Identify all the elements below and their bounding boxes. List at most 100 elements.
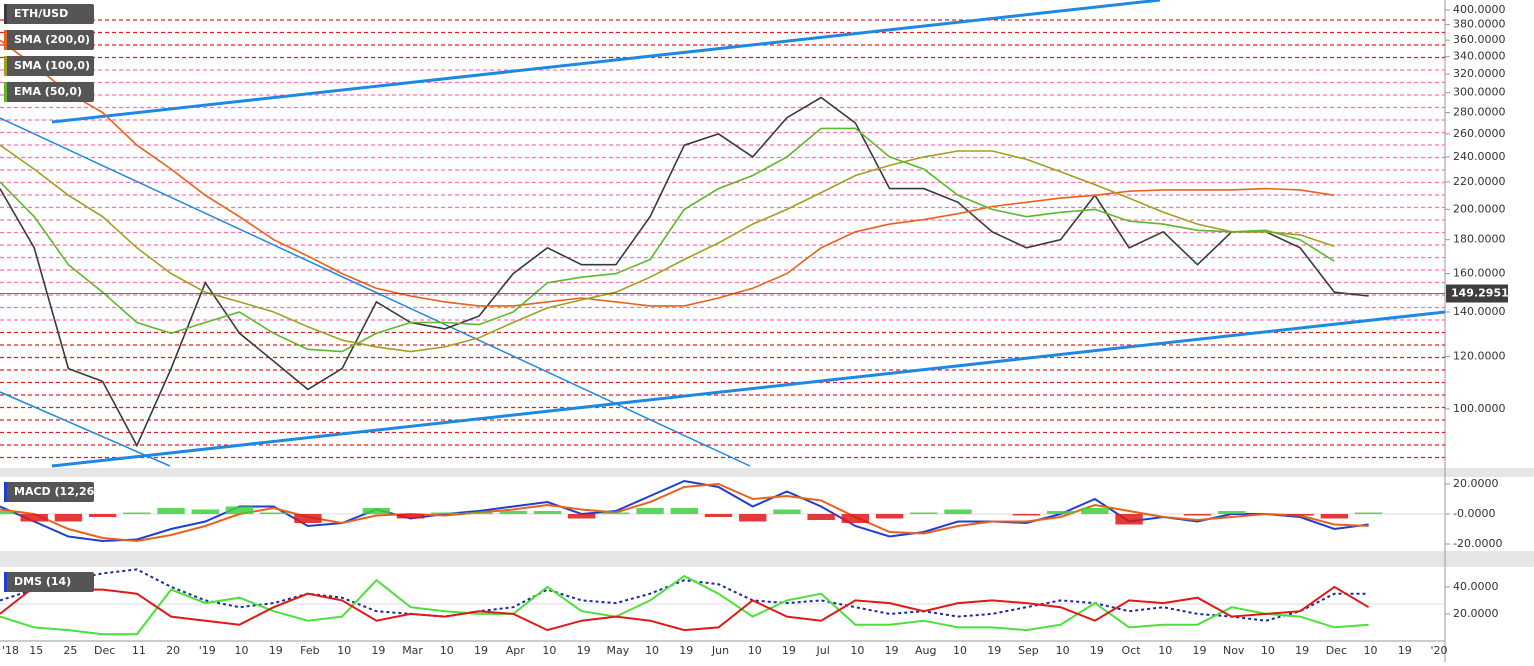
y-tick-label: 340.0000	[1453, 50, 1506, 63]
y-tick-label: -0.0000	[1453, 507, 1495, 520]
histogram-bar	[396, 514, 425, 519]
x-tick-label: '18	[2, 644, 19, 657]
x-tick-label: May	[606, 644, 629, 657]
y-tick-label: 100.0000	[1453, 402, 1506, 415]
trend-line	[0, 117, 751, 467]
series-line	[0, 585, 1370, 632]
x-tick-label: 10	[337, 644, 351, 657]
legend-label: SMA (200,0)	[14, 33, 90, 46]
x-tick-label: 10	[1158, 644, 1172, 657]
y-tick-label: 20.0000	[1453, 607, 1499, 620]
x-tick-label: Feb	[300, 644, 319, 657]
x-tick-label: Oct	[1122, 644, 1142, 657]
histogram-bar	[1115, 514, 1143, 525]
x-tick-label: Dec	[94, 644, 115, 657]
y-tick-label: 20.0000	[1453, 477, 1499, 490]
x-tick-label: 20	[166, 644, 180, 657]
histogram-bar	[1354, 512, 1383, 514]
legend-swatch	[4, 4, 7, 24]
y-tick-label: 360.0000	[1453, 33, 1506, 46]
divider	[0, 468, 1534, 477]
legend-swatch	[4, 482, 7, 502]
x-tick-label: 10	[748, 644, 762, 657]
histogram-bar	[1218, 511, 1246, 514]
x-tick-label: 19	[1398, 644, 1412, 657]
levels	[0, 19, 1445, 459]
histogram-bar	[157, 508, 185, 514]
legend-box	[4, 482, 94, 502]
price-panel	[0, 0, 1445, 467]
histogram-bar	[1046, 511, 1075, 514]
histogram-bar	[499, 511, 527, 514]
trend-line	[51, 0, 1161, 124]
legend-box	[4, 82, 94, 102]
x-tick-label: 19	[885, 644, 899, 657]
histogram-bar	[910, 512, 938, 514]
histogram-bar	[636, 508, 664, 514]
legend-swatch	[4, 82, 7, 102]
x-tick-label: 10	[1056, 644, 1070, 657]
histogram-bar	[567, 514, 596, 519]
histogram-bar	[123, 512, 151, 514]
legend-swatch	[4, 30, 7, 50]
y-tick-label: 380.0000	[1453, 18, 1506, 31]
x-tick-label: Sep	[1018, 644, 1039, 657]
x-tick-label: 19	[1193, 644, 1207, 657]
histogram-bar	[739, 514, 767, 522]
x-tick-label: 19	[474, 644, 488, 657]
histogram-bar	[191, 509, 219, 514]
histogram-bar	[602, 512, 630, 514]
series-line	[0, 39, 1335, 307]
x-tick-label: 10	[1364, 644, 1378, 657]
y-tick-label: 120.0000	[1453, 349, 1506, 362]
histogram-bar	[1320, 514, 1349, 519]
legend-label: MACD (12,26,9)	[14, 485, 111, 498]
x-tick-label: Dec	[1326, 644, 1347, 657]
legend-box	[4, 30, 94, 50]
histogram-bar	[225, 506, 254, 514]
x-tick-label: 19	[782, 644, 796, 657]
y-tick-label: 240.0000	[1453, 150, 1506, 163]
histogram-bar	[1012, 514, 1041, 516]
histogram-bar	[20, 514, 48, 522]
last-price-label: 149.29519	[1451, 287, 1516, 300]
histogram-bar	[465, 512, 493, 514]
series-line	[0, 568, 1369, 622]
x-tick-label: 10	[1261, 644, 1275, 657]
x-tick-label: 10	[850, 644, 864, 657]
histogram-bar	[362, 508, 391, 514]
x-tick-label: Aug	[915, 644, 936, 657]
x-tick-label: Jun	[711, 644, 729, 657]
y-tick-label: 180.0000	[1453, 233, 1506, 246]
histogram-bar	[294, 514, 322, 523]
x-tick-label: 19	[1295, 644, 1309, 657]
x-tick-label: 19	[1090, 644, 1104, 657]
series-line	[0, 127, 1335, 353]
histogram-bar	[1286, 514, 1314, 516]
series-line	[0, 482, 1369, 543]
y-tick-label: -20.0000	[1453, 537, 1502, 550]
x-tick-label: 19	[577, 644, 591, 657]
histogram-bar	[0, 511, 14, 514]
histogram-bar	[875, 514, 904, 519]
y-tick-label: 140.0000	[1453, 305, 1506, 318]
legend-swatch	[4, 572, 7, 592]
legend-label: SMA (100,0)	[14, 59, 90, 72]
y-tick-label: 400.0000	[1453, 3, 1506, 16]
x-tick-label: 11	[132, 644, 146, 657]
histogram-bar	[704, 514, 733, 517]
histogram-bar	[670, 508, 698, 514]
histogram-bar	[1081, 508, 1109, 514]
x-tick-label: Mar	[402, 644, 423, 657]
series-line	[0, 574, 1369, 636]
histogram-bar	[944, 509, 972, 514]
x-tick-label: 10	[953, 644, 967, 657]
legend-box	[4, 572, 94, 592]
histogram-bar	[88, 514, 117, 517]
histogram-bar	[260, 512, 288, 514]
legend-box	[4, 56, 94, 76]
legend-label: DMS (14)	[14, 575, 71, 588]
x-tick-label: 25	[63, 644, 77, 657]
